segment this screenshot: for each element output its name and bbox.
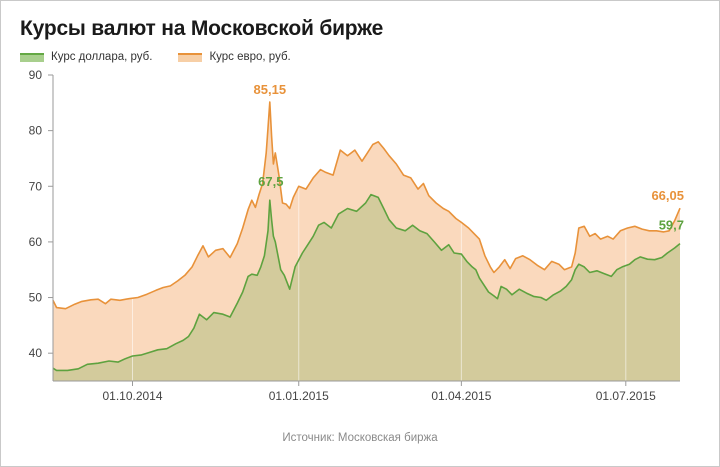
y-tick-label: 40 [29, 346, 43, 360]
legend: Курс доллара, руб. Курс евро, руб. [20, 49, 317, 65]
usd-line [52, 193, 681, 372]
value-annotation: 85,15 [254, 82, 287, 97]
y-tick-label: 70 [29, 179, 43, 193]
x-tick-label: 01.04.2015 [431, 389, 491, 403]
value-annotation: 67,5 [258, 174, 283, 189]
value-annotation: 66,05 [651, 188, 684, 203]
value-annotation: 59,7 [659, 218, 684, 233]
eur-line [52, 101, 681, 310]
legend-item-eur: Курс евро, руб. [178, 51, 291, 63]
source-note: Источник: Московская биржа [282, 432, 438, 444]
y-tick-label: 90 [29, 68, 43, 82]
usd-area [53, 194, 680, 381]
y-tick-label: 60 [29, 235, 43, 249]
legend-swatch-eur [178, 52, 203, 62]
chart-title: Курсы валют на Московской бирже [20, 17, 384, 40]
legend-swatch-usd [20, 52, 44, 62]
legend-label-eur: Курс евро, руб. [209, 51, 291, 63]
y-tick-label: 50 [29, 291, 43, 305]
y-tick-label: 80 [29, 124, 43, 138]
x-tick-label: 01.01.2015 [269, 389, 329, 403]
legend-item-usd: Курс доллара, руб. [20, 51, 152, 63]
x-tick-label: 01.07.2015 [596, 389, 656, 403]
x-tick-label: 01.10.2014 [102, 389, 162, 403]
legend-label-usd: Курс доллара, руб. [51, 51, 153, 63]
